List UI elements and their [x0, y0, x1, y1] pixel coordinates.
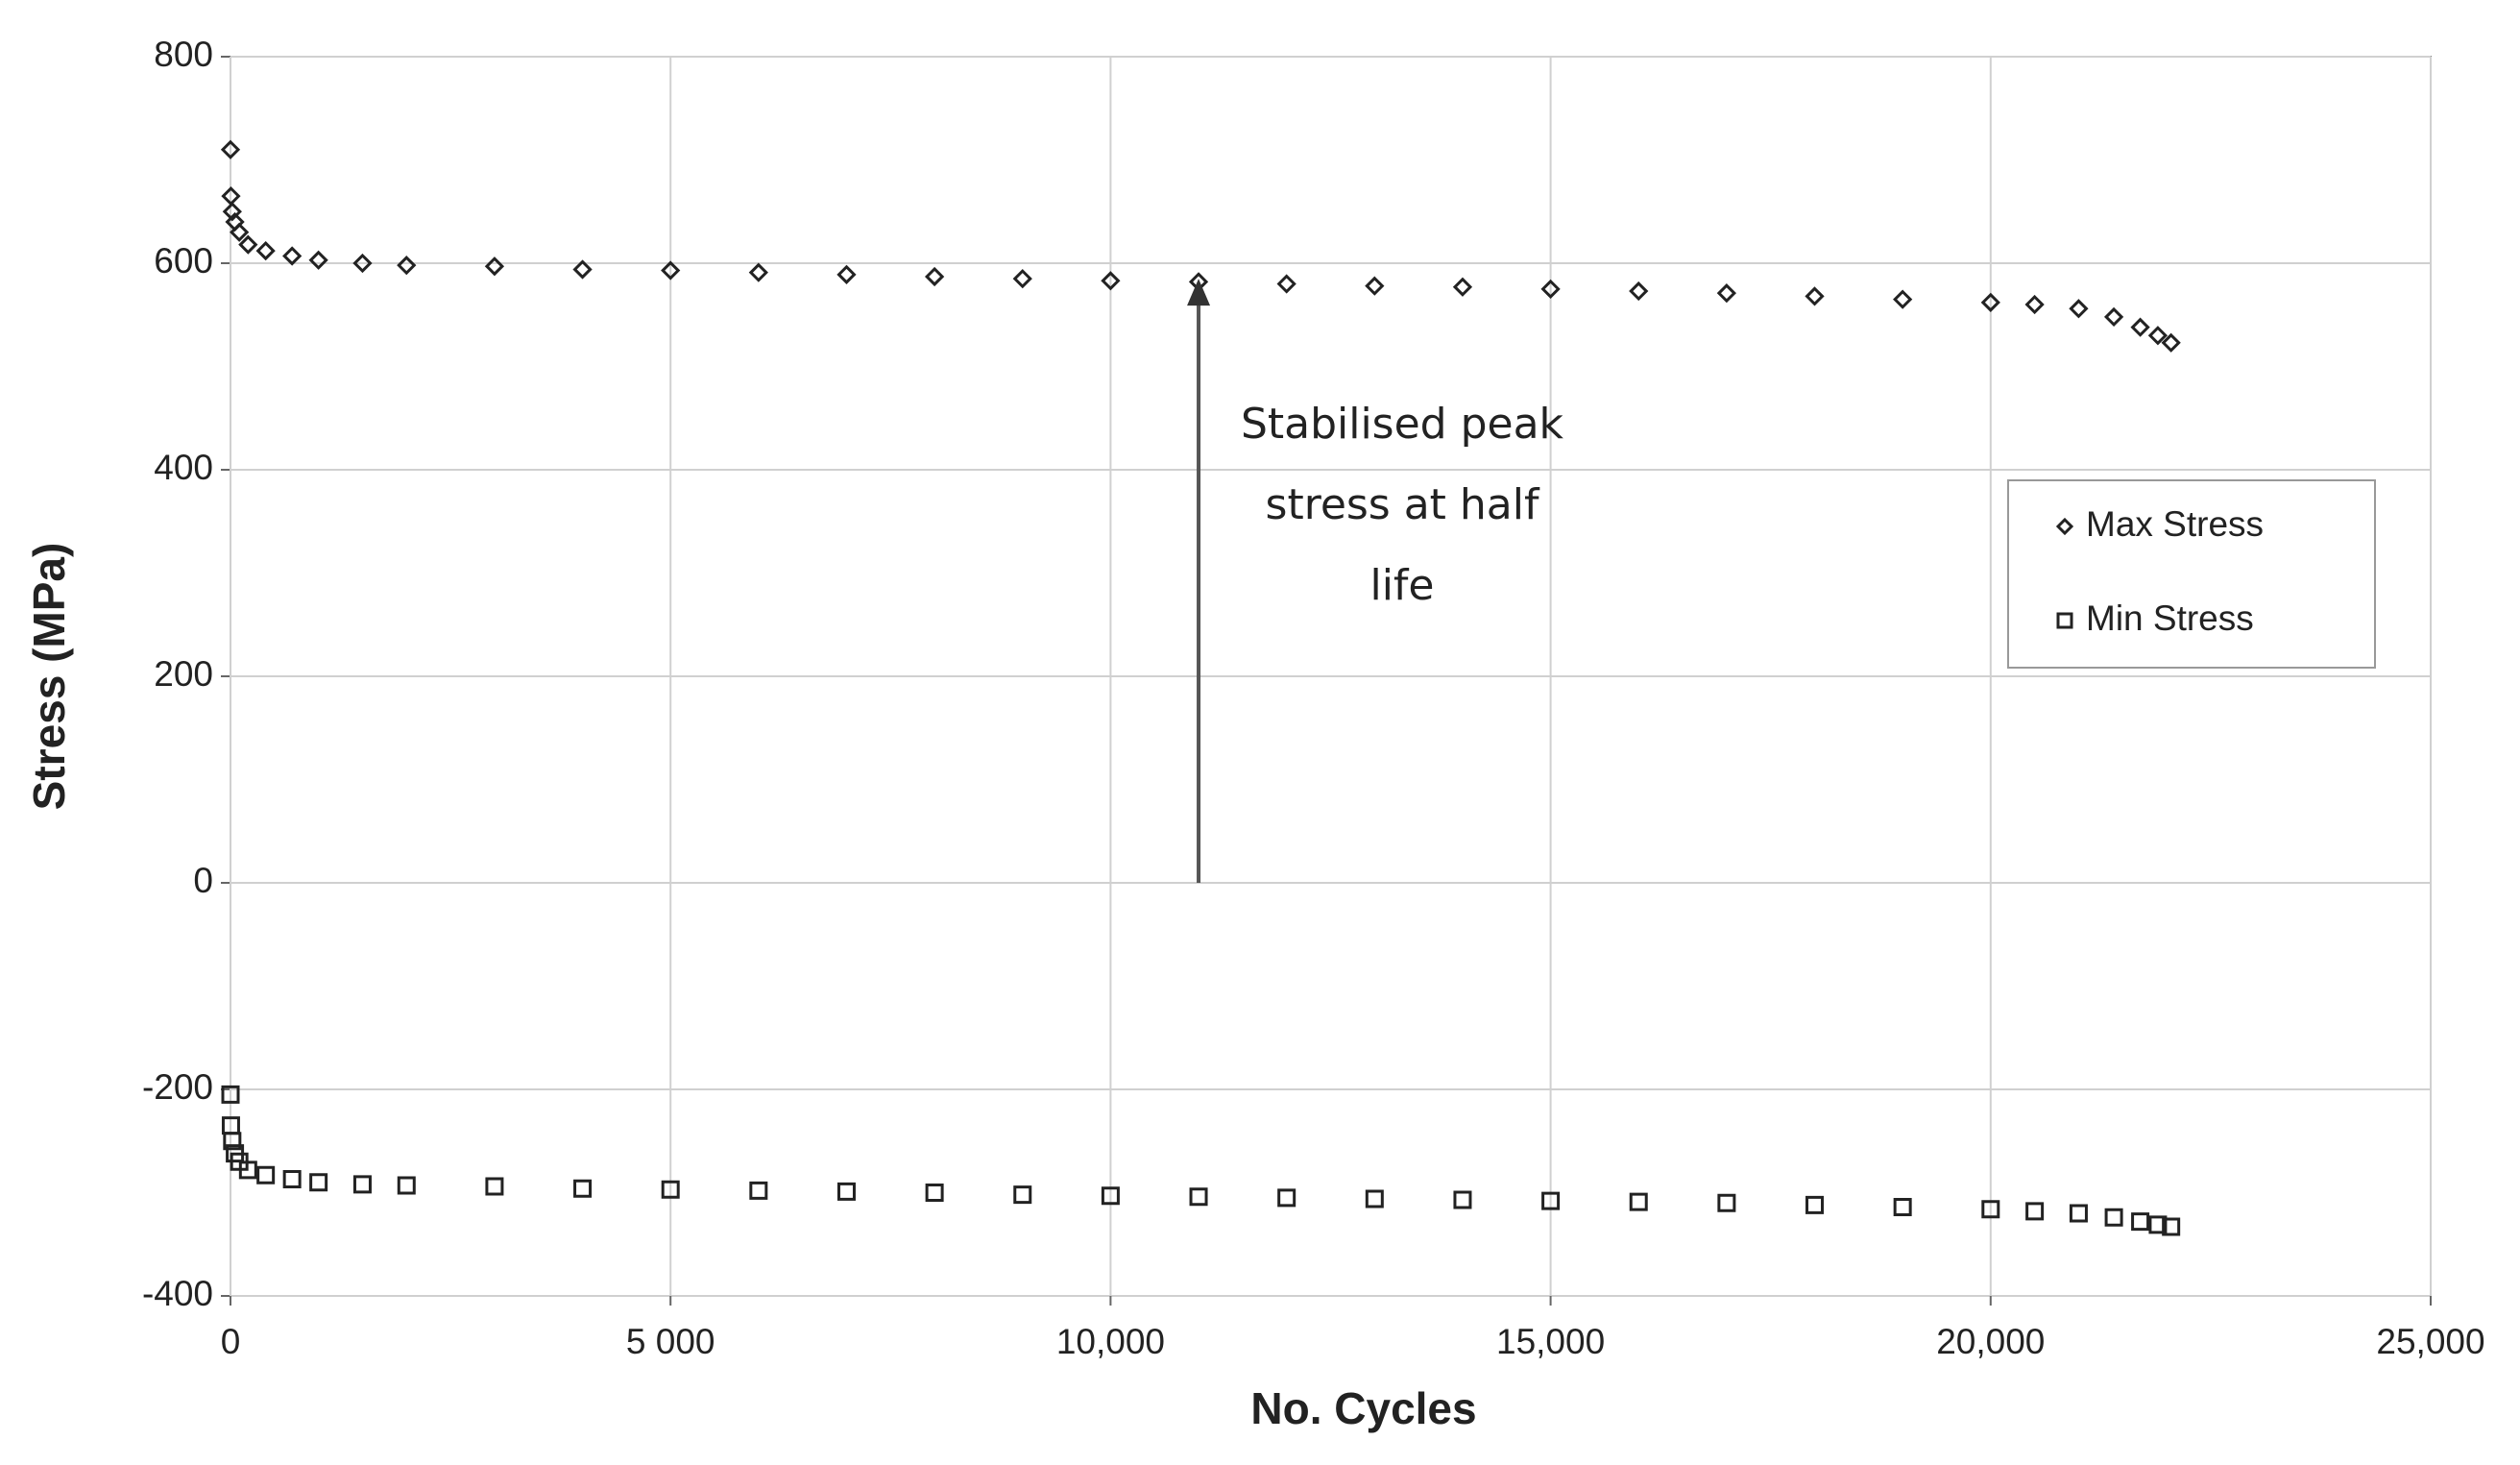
point: [2024, 294, 2045, 315]
point: [282, 1170, 302, 1189]
point: [1980, 292, 2000, 312]
point: [1013, 1185, 1032, 1205]
x-axis-title: No. Cycles: [1250, 1383, 1476, 1433]
point: [1452, 277, 1473, 297]
point: [1012, 269, 1032, 289]
point: [2161, 332, 2181, 353]
point: [749, 1181, 768, 1200]
point: [1893, 1198, 1912, 1217]
legend-label: Min Stress: [2086, 598, 2254, 638]
point: [661, 1180, 680, 1199]
point: [352, 1175, 372, 1194]
point: [1189, 1187, 1208, 1207]
point: [836, 264, 857, 284]
point: [1629, 1192, 1648, 1211]
point: [836, 1182, 856, 1201]
point: [230, 222, 250, 242]
point: [1365, 276, 1385, 296]
legend-label: Max Stress: [2086, 504, 2264, 544]
x-tick-label: 25,000: [2376, 1322, 2484, 1361]
point: [238, 1160, 257, 1180]
point: [573, 1179, 593, 1198]
point: [1276, 274, 1296, 294]
y-tick-label: 0: [193, 861, 213, 900]
point: [1717, 1193, 1736, 1212]
point: [1101, 1186, 1120, 1206]
point: [220, 139, 241, 159]
point: [221, 1085, 240, 1104]
point: [1540, 279, 1561, 299]
annotation-text: life: [1369, 561, 1434, 610]
point: [2162, 1217, 2181, 1236]
point: [2147, 326, 2169, 346]
arrow-head: [1187, 279, 1211, 306]
point: [924, 266, 945, 287]
point: [223, 1132, 242, 1151]
point: [572, 259, 593, 280]
point: [1277, 1188, 1296, 1208]
point: [230, 1152, 249, 1171]
point: [1629, 281, 1649, 302]
point: [309, 1173, 328, 1192]
legend-marker: [2055, 517, 2074, 536]
point: [1453, 1190, 1472, 1209]
point: [308, 250, 328, 270]
point: [1101, 271, 1121, 291]
x-tick-label: 0: [221, 1322, 241, 1361]
y-axis-title: Stress (MPa): [24, 543, 74, 811]
x-tick-label: 15,000: [1496, 1322, 1605, 1361]
point: [1805, 1195, 1825, 1214]
point: [238, 234, 258, 255]
y-tick-label: 200: [154, 654, 213, 694]
point: [255, 240, 276, 261]
point: [282, 246, 303, 266]
point: [397, 1176, 416, 1195]
annotation-text: Stabilised peak: [1241, 400, 1564, 449]
point: [222, 202, 242, 222]
point: [2025, 1202, 2045, 1221]
y-tick-label: 800: [154, 35, 213, 74]
point: [2104, 1208, 2123, 1227]
point: [352, 253, 373, 274]
point: [2103, 306, 2124, 328]
y-tick-label: -200: [142, 1067, 213, 1107]
y-tick-label: 600: [154, 241, 213, 281]
point: [661, 260, 681, 281]
point: [2069, 1204, 2088, 1223]
point: [748, 262, 768, 282]
point: [397, 256, 417, 276]
point: [1893, 289, 1913, 309]
x-tick-label: 20,000: [1936, 1322, 2045, 1361]
point: [1716, 283, 1737, 304]
point: [1805, 286, 1825, 306]
point: [2148, 1215, 2168, 1234]
x-tick-label: 10,000: [1056, 1322, 1165, 1361]
y-tick-label: 400: [154, 448, 213, 487]
point: [485, 1177, 504, 1196]
point: [2130, 317, 2150, 337]
point: [1541, 1191, 1561, 1210]
point: [256, 1165, 276, 1184]
point: [925, 1184, 944, 1202]
legend-marker: [2056, 612, 2073, 629]
annotation-text: stress at half: [1266, 480, 1540, 529]
point: [1365, 1189, 1384, 1209]
y-tick-label: -400: [142, 1274, 213, 1313]
point: [1981, 1200, 2000, 1219]
point: [484, 256, 505, 277]
x-tick-label: 5 000: [626, 1322, 715, 1361]
point: [2069, 299, 2089, 319]
point: [2131, 1212, 2150, 1232]
legend-box: [2007, 479, 2376, 669]
